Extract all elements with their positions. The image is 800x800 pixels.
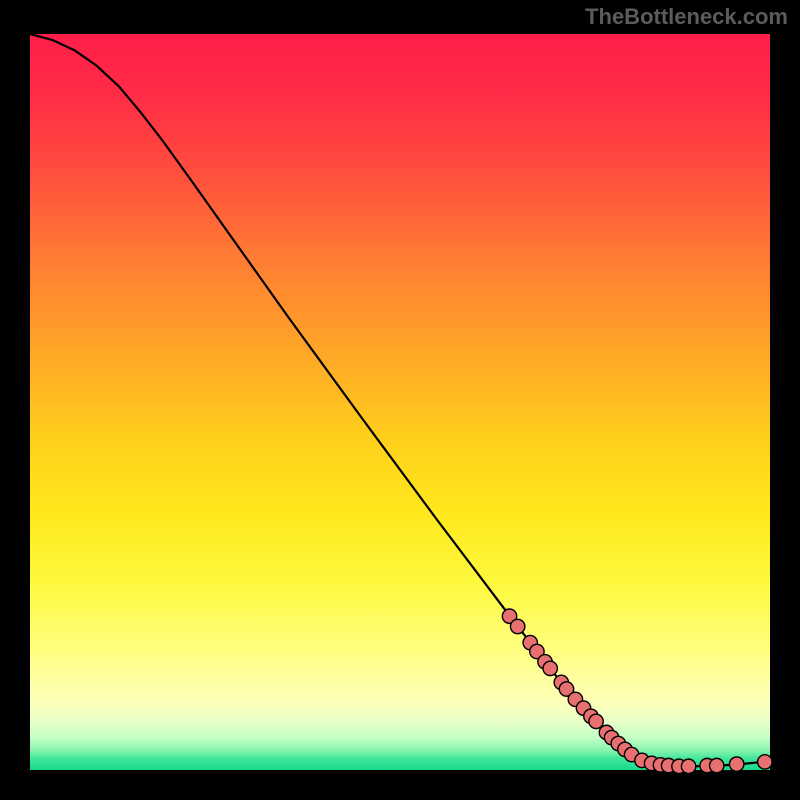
scatter-point: [730, 757, 744, 771]
scatter-point: [510, 619, 524, 633]
heat-gradient: [30, 34, 770, 770]
bottleneck-curve-chart: [0, 0, 800, 800]
scatter-point: [758, 755, 772, 769]
scatter-point: [543, 661, 557, 675]
scatter-point: [681, 759, 695, 773]
scatter-point: [710, 758, 724, 772]
scatter-point: [589, 714, 603, 728]
chart-container: TheBottleneck.com: [0, 0, 800, 800]
